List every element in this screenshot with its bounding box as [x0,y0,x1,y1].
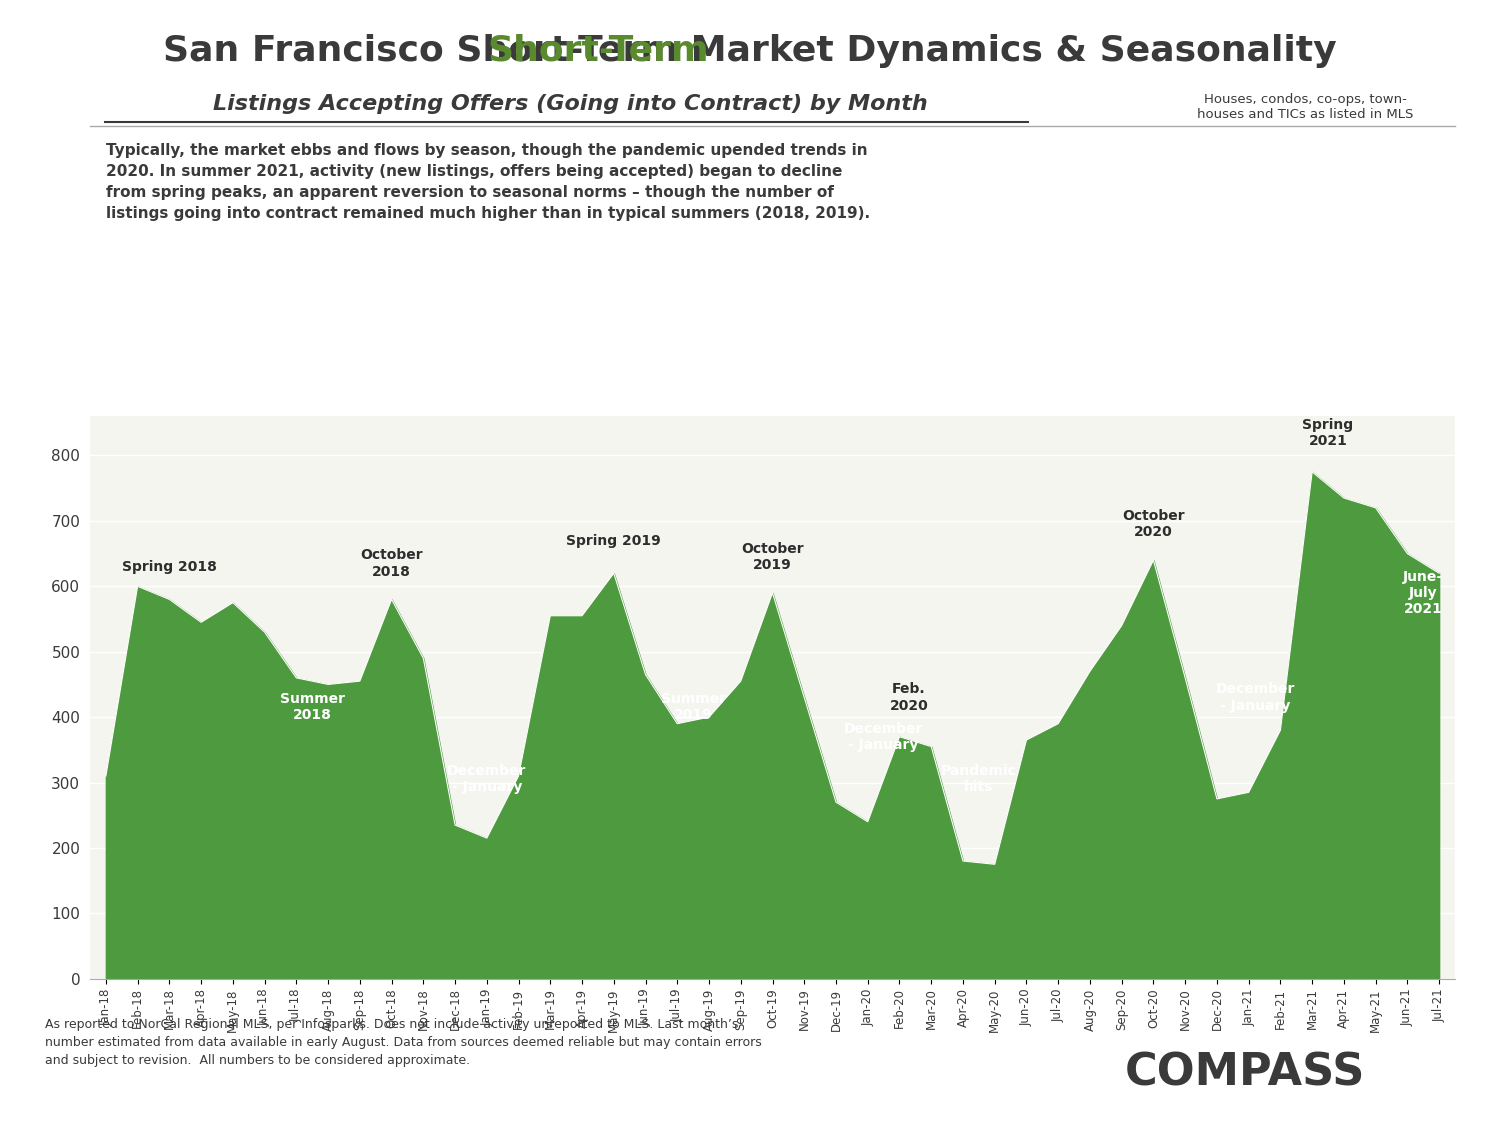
Text: December
- January: December - January [447,764,526,794]
Text: Spring 2019: Spring 2019 [567,533,662,548]
Text: Spring
2021: Spring 2021 [1302,417,1353,448]
Text: December
- January: December - January [844,721,924,752]
Text: San Francisco Short-Term Market Dynamics & Seasonality: San Francisco Short-Term Market Dynamics… [164,34,1336,68]
Text: October
2020: October 2020 [1122,510,1185,539]
Text: Houses, condos, co-ops, town-
houses and TICs as listed in MLS: Houses, condos, co-ops, town- houses and… [1197,93,1413,120]
Text: Short-Term: Short-Term [488,34,710,68]
Text: Typically, the market ebbs and flows by season, though the pandemic upended tren: Typically, the market ebbs and flows by … [106,143,870,220]
Text: Feb.
2020: Feb. 2020 [890,683,928,712]
Text: COMPASS: COMPASS [1125,1052,1365,1095]
Text: June-
July
2021: June- July 2021 [1402,569,1443,616]
Text: October
2019: October 2019 [741,542,804,572]
Text: Pandemic
hits: Pandemic hits [940,764,1017,794]
Text: October
2018: October 2018 [360,548,423,578]
Text: Summer
2019: Summer 2019 [660,692,726,722]
Text: Summer
2018: Summer 2018 [279,692,345,722]
Text: Spring 2018: Spring 2018 [122,559,218,574]
Text: December
- January: December - January [1215,683,1294,712]
Text: As reported to NorCal Regional MLS, per Infosparks. Does not include activity un: As reported to NorCal Regional MLS, per … [45,1017,762,1066]
Text: Listings Accepting Offers (Going into Contract) by Month: Listings Accepting Offers (Going into Co… [213,93,927,114]
